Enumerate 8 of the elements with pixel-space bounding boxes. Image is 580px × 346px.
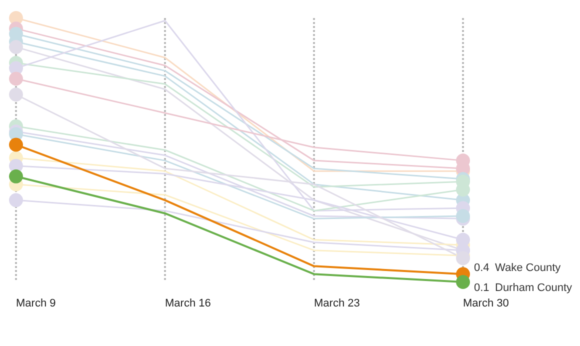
x-tick-label: March 23 <box>314 298 360 310</box>
x-tick-label: March 16 <box>165 298 211 310</box>
text: Wake County <box>495 262 562 274</box>
text: 0.1 <box>474 282 490 294</box>
annotation: 0.4 <box>474 262 490 274</box>
x-tick-label: March 30 <box>463 298 509 310</box>
text: Durham County <box>495 282 573 294</box>
x-tick-label: March 9 <box>16 298 56 310</box>
